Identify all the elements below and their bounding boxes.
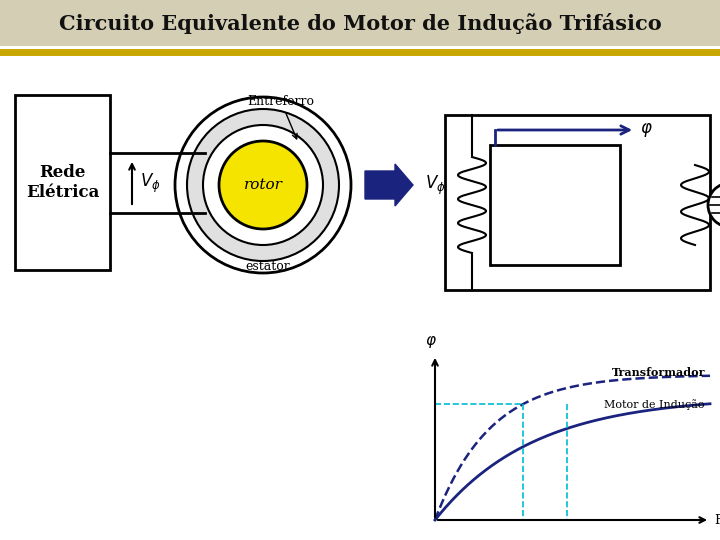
Text: $\varphi$: $\varphi$ [425, 334, 437, 350]
Circle shape [187, 109, 339, 261]
Bar [15, 95, 110, 270]
Text: Circuito Equivalente do Motor de Indução Trifásico: Circuito Equivalente do Motor de Indução… [58, 12, 662, 33]
Text: rotor: rotor [243, 178, 282, 192]
Bar [445, 115, 710, 290]
Text: $V_\phi$: $V_\phi$ [425, 173, 446, 197]
Bar [490, 145, 620, 265]
Text: Rede
Elétrica: Rede Elétrica [26, 164, 99, 201]
Circle shape [203, 125, 323, 245]
Text: Fmm=NI: Fmm=NI [714, 514, 720, 526]
Text: Transformador: Transformador [611, 368, 705, 379]
Circle shape [175, 97, 351, 273]
Text: $\varphi$: $\varphi$ [640, 121, 653, 139]
Bar [0, 0, 720, 46]
Circle shape [219, 141, 307, 229]
Text: Motor de Indução: Motor de Indução [605, 400, 705, 410]
Text: $V_\phi$: $V_\phi$ [140, 171, 161, 194]
FancyArrow shape [365, 164, 413, 206]
Text: Entreferro: Entreferro [248, 95, 315, 139]
Text: estator: estator [246, 260, 290, 273]
Circle shape [708, 183, 720, 227]
